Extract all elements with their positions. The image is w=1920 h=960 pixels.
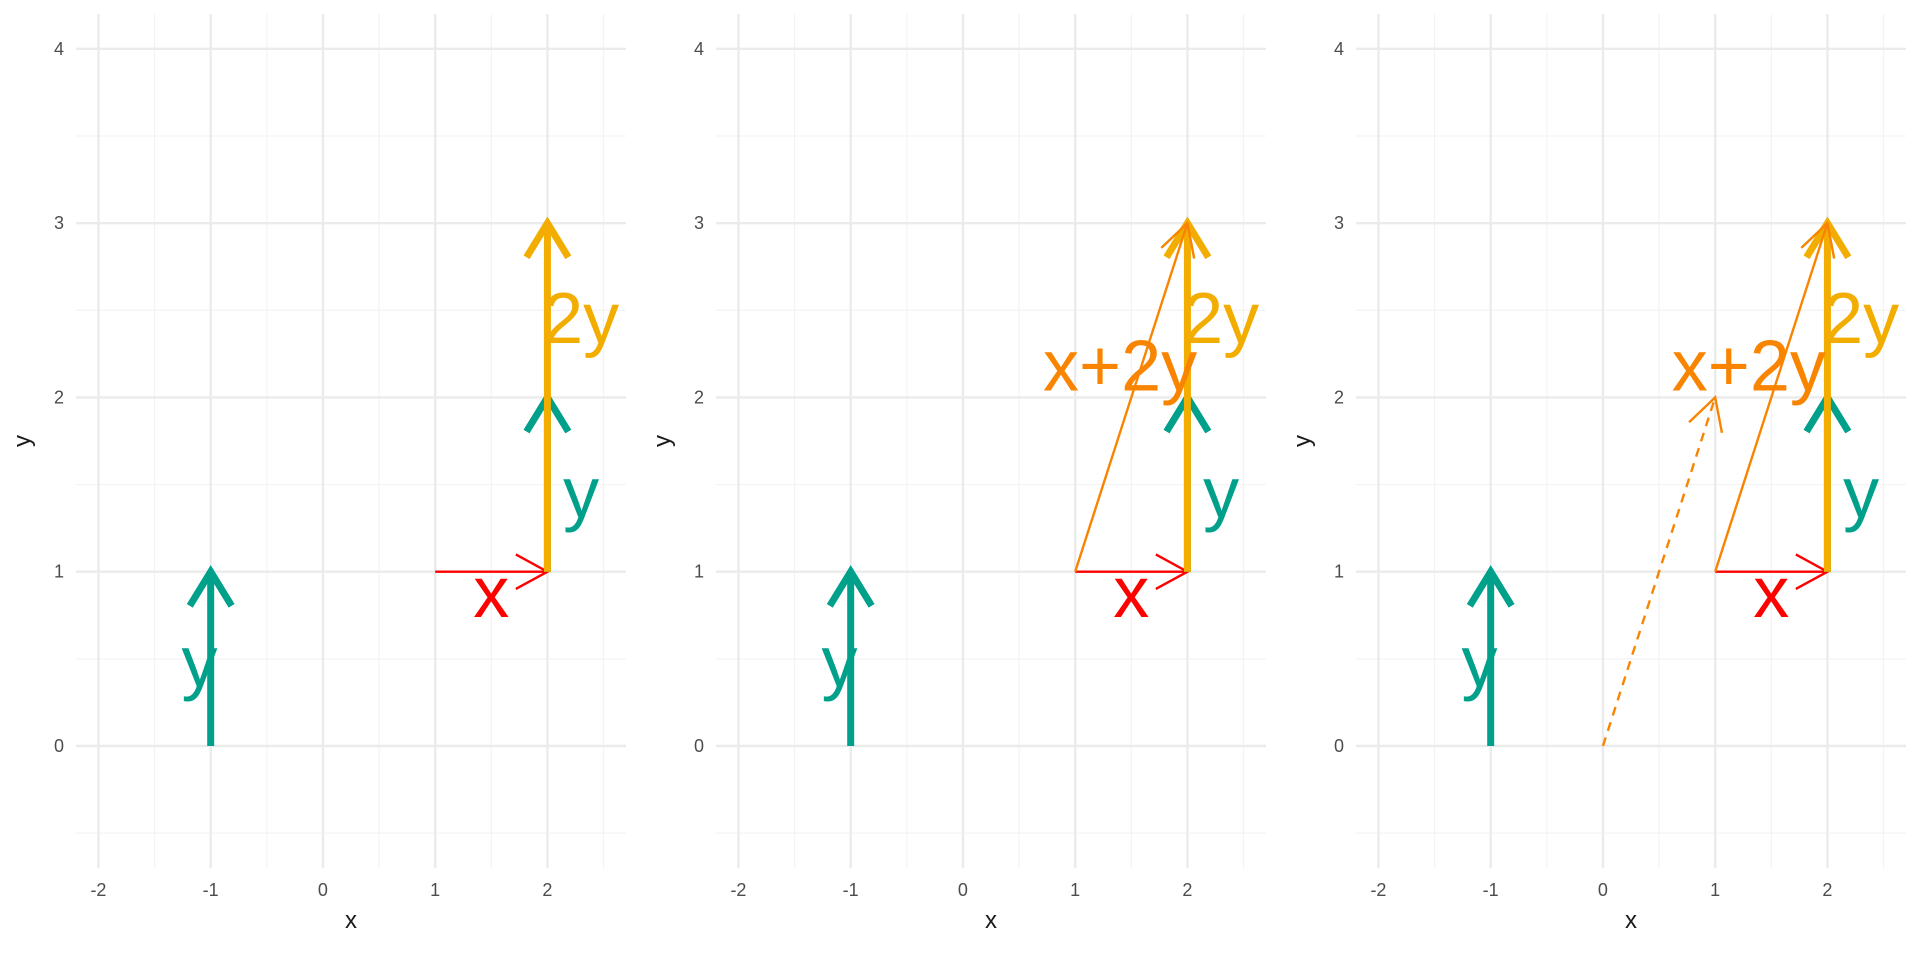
vector-y: y xyxy=(1461,565,1515,746)
vector-y-head xyxy=(826,565,875,608)
y-tick-label: 2 xyxy=(54,387,64,407)
y-tick-label: 3 xyxy=(1334,213,1344,233)
vector-x-plus-2y-shaft xyxy=(1714,222,1829,573)
y-tick-label: 1 xyxy=(694,562,704,582)
y-tick-label: 4 xyxy=(1334,39,1344,59)
vector-label-x-plus-2y: x+2y xyxy=(1672,326,1826,406)
vector-label-x: x xyxy=(1753,553,1789,633)
x-tick-label: 0 xyxy=(1598,880,1608,900)
vector-label-y: y xyxy=(821,623,857,703)
vector-x-plus-2y-shaft xyxy=(1074,222,1189,573)
x-tick-label: -2 xyxy=(1370,880,1386,900)
x-tick-label: 1 xyxy=(1710,880,1720,900)
x-tick-label: 1 xyxy=(430,880,440,900)
vector-dashed xyxy=(1601,395,1724,747)
vector-y-head xyxy=(186,565,235,608)
y-tick-label: 3 xyxy=(54,213,64,233)
x-tick-label: 0 xyxy=(958,880,968,900)
x-tick-label: -2 xyxy=(730,880,746,900)
x-tick-label: 2 xyxy=(1822,880,1832,900)
y-axis-title: y xyxy=(649,435,676,447)
vector-label-y: y xyxy=(563,454,599,534)
x-axis-title: x xyxy=(1625,907,1637,934)
x-tick-label: 2 xyxy=(1182,880,1192,900)
x-tick-label: -1 xyxy=(843,880,859,900)
y-tick-label: 0 xyxy=(694,736,704,756)
y-tick-label: 0 xyxy=(54,736,64,756)
y-tick-label: 4 xyxy=(694,39,704,59)
vector-y-head xyxy=(1466,565,1515,608)
x-tick-label: -2 xyxy=(90,880,106,900)
vector-label-y: y xyxy=(181,623,217,703)
vector-y: y xyxy=(181,565,235,746)
vector-y: y xyxy=(821,565,875,746)
x-tick-label: 0 xyxy=(318,880,328,900)
vector-label-2y: 2y xyxy=(1823,279,1899,359)
vector-label-y: y xyxy=(1203,454,1239,534)
y-tick-label: 4 xyxy=(54,39,64,59)
vector-dashed-shaft xyxy=(1601,397,1717,747)
vector-2y: 2y xyxy=(523,216,619,572)
y-axis-title: y xyxy=(9,435,36,447)
vector-x: x xyxy=(435,553,550,633)
x-axis-title: x xyxy=(985,907,997,934)
vector-label-x-plus-2y: x+2y xyxy=(1043,326,1197,406)
vector-label-x: x xyxy=(473,553,509,633)
y-tick-label: 0 xyxy=(1334,736,1344,756)
vector-x-plus-2y-head xyxy=(1800,220,1836,259)
x-axis-title: x xyxy=(345,907,357,934)
vector-label-2y: 2y xyxy=(543,279,619,359)
y-tick-label: 3 xyxy=(694,213,704,233)
vector-x-plus-2y: x+2y xyxy=(1672,220,1836,573)
vector-x-plus-2y: x+2y xyxy=(1043,220,1197,573)
y-axis-title: y xyxy=(1289,435,1316,447)
x-tick-label: -1 xyxy=(203,880,219,900)
vector-x-plus-2y-head xyxy=(1160,220,1196,259)
y-tick-label: 1 xyxy=(54,562,64,582)
y-tick-label: 2 xyxy=(1334,387,1344,407)
vector-x: x xyxy=(1715,553,1830,633)
vector-dashed-head xyxy=(1688,395,1724,434)
vector-label-2y: 2y xyxy=(1183,279,1259,359)
vector-label-y: y xyxy=(1843,454,1879,534)
y-tick-label: 2 xyxy=(694,387,704,407)
x-tick-label: 2 xyxy=(542,880,552,900)
y-tick-label: 1 xyxy=(1334,562,1344,582)
vector-label-x: x xyxy=(1113,553,1149,633)
vector-label-y: y xyxy=(1461,623,1497,703)
x-tick-label: -1 xyxy=(1483,880,1499,900)
vector-2y-head xyxy=(523,216,572,260)
vector-2y: 2y xyxy=(1163,216,1259,572)
x-tick-label: 1 xyxy=(1070,880,1080,900)
vector-x: x xyxy=(1075,553,1190,633)
